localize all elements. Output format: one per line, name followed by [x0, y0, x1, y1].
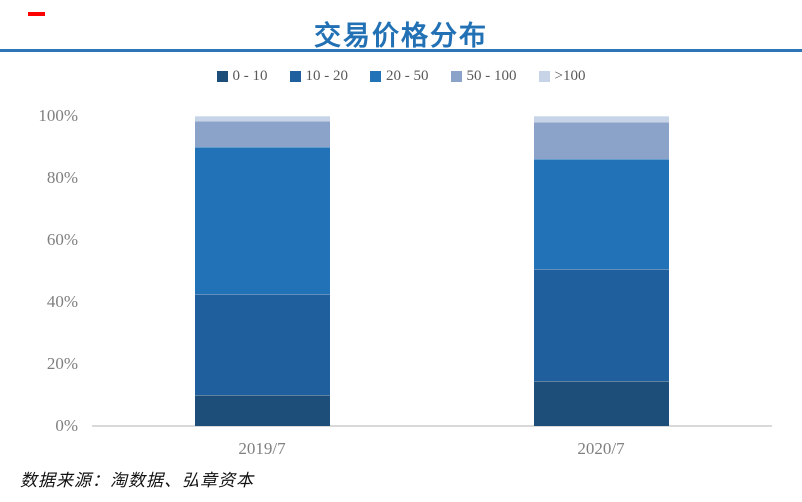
- y-axis-tick-label: 60%: [46, 230, 78, 249]
- x-axis-tick-label: 2020/7: [577, 439, 625, 458]
- legend-item: >100: [538, 67, 586, 85]
- legend-label: 0 - 10: [232, 67, 268, 84]
- legend-label: 50 - 100: [466, 67, 517, 84]
- x-axis-line: [92, 425, 772, 427]
- legend-swatch-icon: [450, 70, 462, 82]
- x-axis-tick-label: 2019/7: [238, 439, 286, 458]
- stacked-bar-2020/7: [533, 116, 669, 426]
- y-axis-tick-label: 80%: [46, 168, 78, 187]
- bar-segment->100: [533, 116, 669, 123]
- legend-item: 0 - 10: [216, 67, 268, 85]
- y-axis-tick-label: 20%: [46, 354, 78, 373]
- bar-segment-20-50: [194, 147, 330, 295]
- bar-segment-50-100: [194, 120, 330, 147]
- red-dash-mark: [28, 12, 45, 16]
- legend-label: >100: [554, 67, 586, 84]
- legend-item: 10 - 20: [289, 67, 349, 85]
- bar-segment-10-20: [194, 294, 330, 395]
- legend-swatch-icon: [289, 70, 301, 82]
- legend-item: 50 - 100: [450, 67, 517, 85]
- stacked-bar-2019/7: [194, 116, 330, 426]
- legend-item: 20 - 50: [370, 68, 429, 85]
- bar-segment-0-10: [533, 381, 669, 426]
- y-axis-tick-label: 100%: [38, 106, 78, 125]
- chart-title: 交易价格分布: [314, 21, 488, 51]
- bar-segment-20-50: [533, 159, 669, 270]
- legend: 0 - 10 10 - 20 20 - 50 50 - 100 >100: [0, 64, 802, 88]
- y-axis-tick-label: 0%: [55, 416, 78, 435]
- legend-label: 20 - 50: [386, 67, 429, 84]
- legend-swatch-icon: [370, 70, 382, 82]
- y-axis-tick-label: 40%: [46, 292, 78, 311]
- legend-label: 10 - 20: [305, 67, 349, 84]
- source-note: 数据来源：淘数据、弘章资本: [20, 471, 254, 490]
- legend-swatch-icon: [538, 70, 550, 82]
- legend-swatch-icon: [216, 70, 228, 82]
- bar-segment-10-20: [533, 269, 669, 382]
- bar-segment-0-10: [194, 395, 330, 426]
- bar-segment->100: [194, 116, 330, 121]
- title-underline: [0, 49, 802, 52]
- bar-segment-50-100: [533, 122, 669, 160]
